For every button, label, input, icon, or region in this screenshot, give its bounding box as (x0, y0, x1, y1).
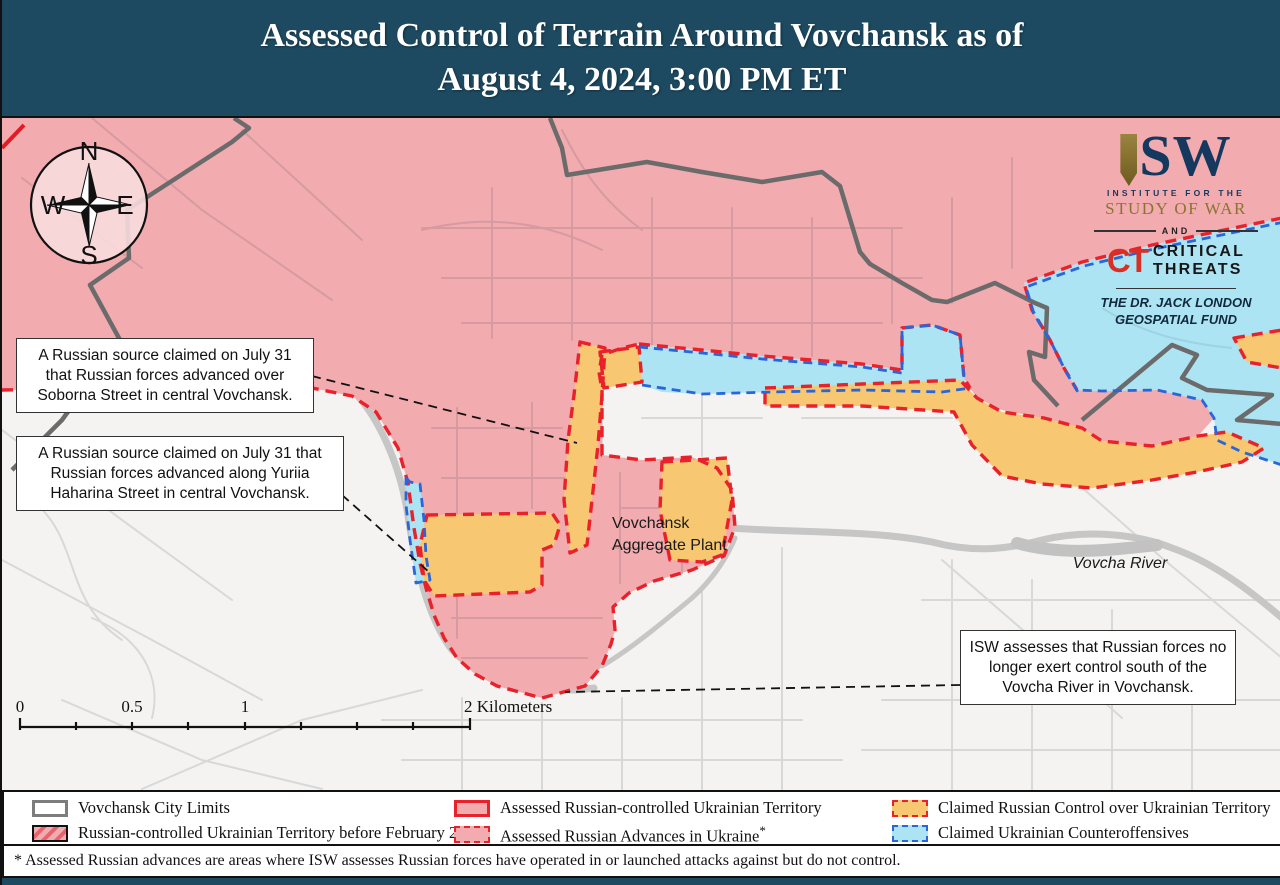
isw-ribbon-icon: ★ (1120, 134, 1138, 186)
legend-label: Claimed Russian Control over Ukrainian T… (938, 798, 1271, 817)
compass-e: E (116, 190, 133, 220)
legend-item-claimed-russian: Claimed Russian Control over Ukrainian T… (892, 798, 1271, 818)
legend-label: Claimed Ukrainian Counteroffensives (938, 823, 1189, 842)
and-divider: AND (1094, 226, 1258, 236)
scale-2km: 2 Kilometers (464, 697, 552, 716)
legend-label: Assessed Russian Advances in Ukraine* (500, 823, 766, 846)
ct-threats-text: THREATS (1152, 261, 1243, 278)
compass-s: S (80, 240, 97, 270)
legend: Vovchansk City Limits Russian-controlled… (2, 790, 1280, 846)
label-aggregate-plant-line2: Aggregate Plant (612, 537, 727, 554)
legend-item-russian-advances: Assessed Russian Advances in Ukraine* (454, 823, 766, 847)
legend-label: Russian-controlled Ukrainian Territory b… (78, 823, 466, 842)
road-lobe-edge (599, 535, 738, 669)
ct-critical-text: CRITICAL (1152, 242, 1246, 260)
annotation-leader-lines (311, 375, 961, 693)
critical-threats-logo: CT CRITICAL THREATS (1086, 242, 1266, 280)
compass-n: N (80, 136, 99, 166)
logo-block: ★ SW INSTITUTE FOR THE STUDY OF WAR AND … (1086, 123, 1266, 329)
russian-advances-swatch (454, 826, 490, 844)
label-vovcha-river: Vovcha River (1073, 555, 1168, 572)
annotation-soborna: A Russian source claimed on July 31 that… (16, 338, 314, 414)
annotation-vovcha-river: ISW assesses that Russian forces no long… (960, 630, 1236, 706)
advances-asterisk: * (759, 823, 766, 838)
border-red-segment (2, 123, 26, 150)
map: N E S W Vovchansk Aggregate Plant Vovcha… (2, 118, 1280, 790)
label-aggregate-plant-line1: Vovchansk (612, 515, 690, 532)
annotation-haharina: A Russian source claimed on July 31 that… (16, 436, 344, 512)
compass-rose: N E S W (29, 136, 149, 270)
pre-feb24-swatch (32, 824, 68, 842)
claimed-russian-swatch (892, 799, 928, 817)
map-title-bar: Assessed Control of Terrain Around Vovch… (2, 0, 1280, 118)
page-title-line1: Assessed Control of Terrain Around Vovch… (260, 16, 1024, 54)
compass-w: W (41, 190, 66, 220)
city-limits-swatch (32, 799, 68, 817)
footnote-text: * Assessed Russian advances are areas wh… (14, 852, 901, 869)
isw-institute-text: INSTITUTE FOR THE (1107, 188, 1245, 198)
and-text: AND (1161, 226, 1191, 236)
claimed-ukrainian-swatch (892, 824, 928, 842)
logo-divider (1116, 288, 1236, 290)
russian-controlled-swatch (454, 799, 490, 817)
scale-1: 1 (241, 697, 250, 716)
legend-item-russian-controlled: Assessed Russian-controlled Ukrainian Te… (454, 798, 822, 818)
geospatial-fund-line1: THE DR. JACK LONDON (1100, 295, 1252, 311)
legend-label: Vovchansk City Limits (78, 798, 230, 817)
isw-logo: ★ SW (1086, 123, 1266, 188)
map-canvas: N E S W Vovchansk Aggregate Plant Vovcha… (2, 118, 1280, 790)
scale-05: 0.5 (121, 697, 142, 716)
counteroffensive-boundaries (404, 221, 1280, 585)
scale-bar: 0 0.5 1 2 Kilometers (16, 697, 552, 730)
bottom-strip (2, 878, 1280, 885)
legend-item-city-limits: Vovchansk City Limits (32, 798, 230, 818)
isw-study-of-war-text: STUDY OF WAR (1105, 199, 1247, 218)
ct-mark-icon: CT (1106, 242, 1149, 279)
road-in-blue (1101, 307, 1233, 349)
geospatial-fund-line2: GEOSPATIAL FUND (1114, 312, 1238, 328)
scale-0: 0 (16, 697, 25, 716)
region-russian-controlled (2, 118, 1280, 698)
footnote-bar: * Assessed Russian advances are areas wh… (2, 846, 1280, 878)
page-title-line2: August 4, 2024, 3:00 PM ET (437, 61, 847, 98)
legend-item-pre-feb24: Russian-controlled Ukrainian Territory b… (32, 823, 466, 843)
legend-item-claimed-ukrainian: Claimed Ukrainian Counteroffensives (892, 823, 1189, 843)
roads-controlled (21, 118, 1013, 659)
legend-label: Assessed Russian-controlled Ukrainian Te… (500, 798, 822, 817)
isw-wordmark: SW (1139, 123, 1232, 188)
